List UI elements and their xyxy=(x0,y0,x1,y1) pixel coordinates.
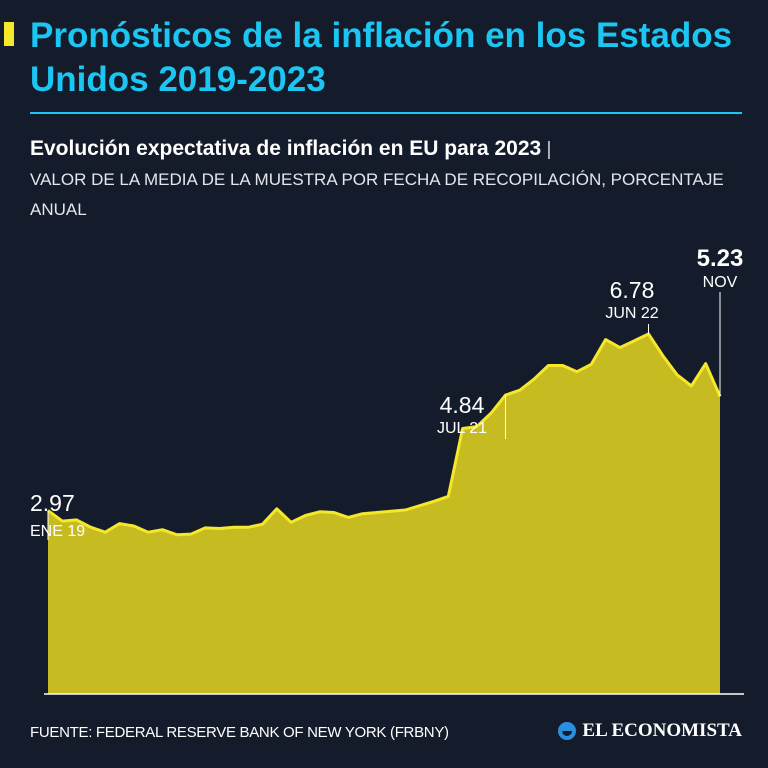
subtitle-description: VALOR DE LA MEDIA DE LA MUESTRA POR FECH… xyxy=(30,170,724,219)
annotation-label-nov: NOV xyxy=(703,274,738,291)
annotation-value-jun-22: 6.78 xyxy=(610,277,655,303)
logo-icon xyxy=(558,722,577,740)
chart-subtitle: Evolución expectativa de inflación en EU… xyxy=(30,134,742,225)
page-title: Pronósticos de la inflación en los Estad… xyxy=(30,16,733,99)
subtitle-separator: | xyxy=(546,139,552,160)
annotation-value-jul-21: 4.84 xyxy=(440,392,485,418)
brand-logo: EL ECONOMISTA xyxy=(558,720,742,742)
series-line xyxy=(47,332,722,537)
annotation-value-nov: 5.23 xyxy=(697,245,744,272)
series-area xyxy=(48,334,720,694)
annotation-label-jul-21: JUL 21 xyxy=(437,420,487,437)
annotation-value-ene-19: 2.97 xyxy=(30,490,75,516)
subtitle-lead: Evolución expectativa de inflación en EU… xyxy=(30,137,542,160)
title-divider xyxy=(30,112,742,114)
annotation-label-jun-22: JUN 22 xyxy=(605,305,658,322)
title-accent-bar xyxy=(4,22,14,46)
logo-text: EL ECONOMISTA xyxy=(582,720,742,741)
source-note: FUENTE: FEDERAL RESERVE BANK OF NEW YORK… xyxy=(30,724,449,741)
annotation-label-ene-19: ENE 19 xyxy=(30,523,85,540)
